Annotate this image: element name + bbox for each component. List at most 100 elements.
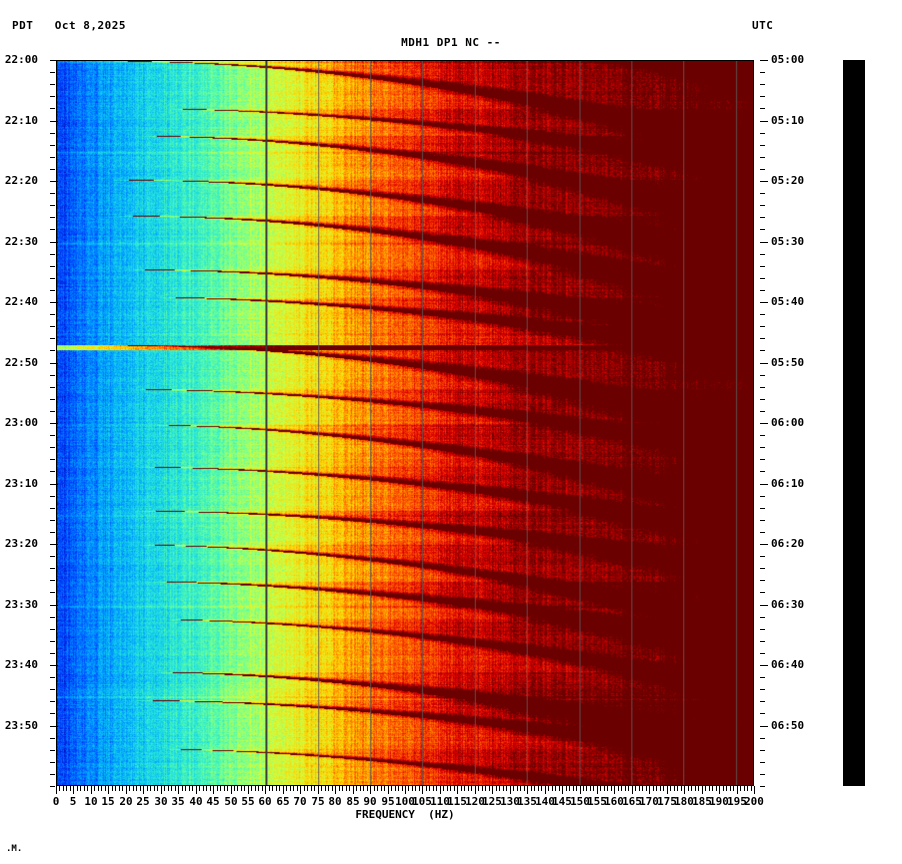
tick-minor-frequency xyxy=(548,786,549,791)
tick-minor-pdt xyxy=(50,580,55,581)
tick-minor-frequency xyxy=(129,786,130,791)
tick-minor-utc xyxy=(760,580,765,581)
time-label-utc: 06:40 xyxy=(771,658,805,671)
frequency-label: 105 xyxy=(412,795,432,808)
tick-minor-frequency xyxy=(538,786,539,791)
tick-minor-pdt xyxy=(50,786,55,787)
tick-major-frequency xyxy=(649,786,650,794)
tick-minor-utc xyxy=(760,254,765,255)
tick-minor-utc xyxy=(760,375,765,376)
frequency-label: 0 xyxy=(52,795,60,808)
tick-major-utc xyxy=(760,242,768,243)
frequency-label: 50 xyxy=(224,795,238,808)
tick-minor-utc xyxy=(760,520,765,521)
tick-minor-frequency xyxy=(339,786,340,791)
tick-major-frequency xyxy=(597,786,598,794)
tick-minor-pdt xyxy=(50,774,55,775)
tick-minor-pdt xyxy=(50,738,55,739)
tick-minor-frequency xyxy=(154,786,155,791)
tick-major-pdt xyxy=(50,423,58,424)
tick-minor-frequency xyxy=(593,786,594,791)
tick-minor-utc xyxy=(760,435,765,436)
frequency-label: 115 xyxy=(447,795,467,808)
tick-major-frequency xyxy=(91,786,92,794)
tick-minor-utc xyxy=(760,568,765,569)
tick-minor-frequency xyxy=(234,786,235,791)
tick-minor-frequency xyxy=(276,786,277,791)
tick-minor-utc xyxy=(760,617,765,618)
tick-minor-pdt xyxy=(50,205,55,206)
spectrogram-canvas[interactable] xyxy=(57,61,753,785)
tick-minor-frequency xyxy=(517,786,518,791)
tick-minor-frequency xyxy=(534,786,535,791)
tick-minor-pdt xyxy=(50,72,55,73)
tick-minor-frequency xyxy=(328,786,329,791)
tick-minor-pdt xyxy=(50,169,55,170)
time-label-pdt: 22:10 xyxy=(4,114,38,127)
tick-minor-frequency xyxy=(625,786,626,791)
spectrogram-plot[interactable] xyxy=(56,60,754,786)
tick-minor-utc xyxy=(760,387,765,388)
tick-minor-frequency xyxy=(402,786,403,791)
frequency-label: 125 xyxy=(482,795,502,808)
frequency-label: 90 xyxy=(363,795,377,808)
tick-minor-frequency xyxy=(576,786,577,791)
tick-minor-pdt xyxy=(50,314,55,315)
frequency-label: 195 xyxy=(727,795,747,808)
tick-minor-pdt xyxy=(50,762,55,763)
tick-minor-utc xyxy=(760,786,765,787)
tick-minor-frequency xyxy=(611,786,612,791)
tick-minor-frequency xyxy=(726,786,727,791)
tick-minor-frequency xyxy=(220,786,221,791)
tick-minor-frequency xyxy=(716,786,717,791)
tick-minor-frequency xyxy=(670,786,671,791)
tick-minor-frequency xyxy=(419,786,420,791)
tick-minor-frequency xyxy=(133,786,134,791)
tick-minor-utc xyxy=(760,326,765,327)
tick-minor-frequency xyxy=(203,786,204,791)
tick-major-frequency xyxy=(614,786,615,794)
tick-minor-frequency xyxy=(646,786,647,791)
tick-minor-utc xyxy=(760,447,765,448)
tick-minor-frequency xyxy=(363,786,364,791)
tick-minor-utc xyxy=(760,774,765,775)
tick-major-frequency xyxy=(126,786,127,794)
tick-minor-frequency xyxy=(164,786,165,791)
tick-minor-frequency xyxy=(454,786,455,791)
frequency-label: 175 xyxy=(657,795,677,808)
tick-minor-utc xyxy=(760,133,765,134)
tick-minor-frequency xyxy=(639,786,640,791)
tick-major-frequency xyxy=(56,786,57,794)
tick-minor-frequency xyxy=(332,786,333,791)
tick-minor-frequency xyxy=(429,786,430,791)
tick-minor-frequency xyxy=(262,786,263,791)
time-label-pdt: 22:00 xyxy=(4,53,38,66)
tick-minor-frequency xyxy=(426,786,427,791)
tick-major-frequency xyxy=(719,786,720,794)
tick-minor-frequency xyxy=(237,786,238,791)
tick-minor-pdt xyxy=(50,617,55,618)
tick-minor-pdt xyxy=(50,508,55,509)
tick-minor-frequency xyxy=(59,786,60,791)
time-label-utc: 06:50 xyxy=(771,719,805,732)
tick-major-pdt xyxy=(50,726,58,727)
tick-minor-frequency xyxy=(660,786,661,791)
tick-minor-frequency xyxy=(374,786,375,791)
tick-minor-frequency xyxy=(433,786,434,791)
tick-minor-frequency xyxy=(171,786,172,791)
tick-minor-frequency xyxy=(506,786,507,791)
time-label-utc: 05:40 xyxy=(771,295,805,308)
tick-major-utc xyxy=(760,544,768,545)
tick-minor-frequency xyxy=(569,786,570,791)
tick-major-utc xyxy=(760,181,768,182)
tick-minor-frequency xyxy=(182,786,183,791)
tick-minor-frequency xyxy=(286,786,287,791)
tick-minor-pdt xyxy=(50,338,55,339)
tick-minor-frequency xyxy=(189,786,190,791)
tick-minor-pdt xyxy=(50,266,55,267)
tick-minor-utc xyxy=(760,229,765,230)
tick-minor-utc xyxy=(760,108,765,109)
tick-minor-frequency xyxy=(360,786,361,791)
tick-minor-frequency xyxy=(293,786,294,791)
tick-minor-pdt xyxy=(50,447,55,448)
